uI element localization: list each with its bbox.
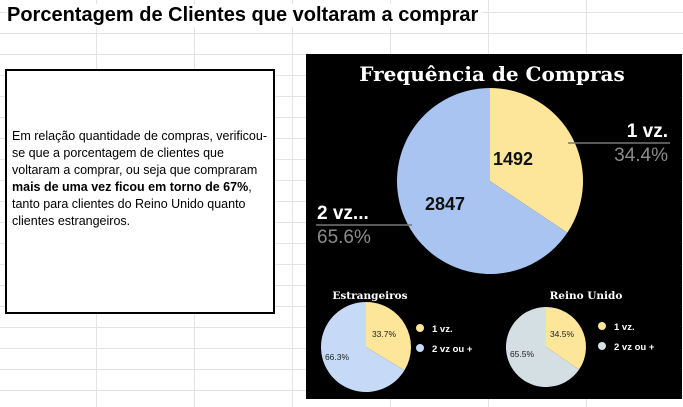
- charts-panel[interactable]: Frequência de Compras 1492 2847 1 vz. 34…: [306, 54, 682, 399]
- main-percent-2: 65.6%: [317, 227, 371, 248]
- foreign-percent-2: 66.3%: [325, 352, 350, 362]
- sheet-title: Porcentagem de Clientes que voltaram a c…: [7, 4, 483, 27]
- uk-legend-swatch-1: [598, 322, 606, 330]
- foreign-legend-2: 2 vz ou +: [432, 344, 473, 355]
- foreign-percent-1: 33.7%: [372, 329, 397, 339]
- foreign-legend-swatch-1: [416, 324, 424, 332]
- foreign-legend-1: 1 vz.: [432, 324, 453, 335]
- uk-legend-2: 2 vz ou +: [614, 342, 655, 353]
- main-slice-value-1: 1492: [493, 149, 533, 169]
- main-pie: [397, 88, 583, 274]
- foreign-slice-2: [321, 302, 405, 393]
- uk-slice-2: [506, 307, 580, 388]
- main-slice-value-2: 2847: [425, 194, 465, 214]
- uk-slice-1: [546, 307, 586, 370]
- foreign-legend-swatch-2: [416, 344, 424, 352]
- foreign-slice-1: [366, 302, 411, 371]
- uk-percent-2: 65.5%: [510, 349, 535, 359]
- main-label-2: 2 vz...: [317, 203, 369, 224]
- text-part-2: , tanto para clientes do Reino Unido qua…: [12, 180, 252, 228]
- uk-legend-1: 1 vz.: [614, 322, 635, 333]
- text-box-paragraph: Em relação quantidade de compras, verifi…: [12, 128, 274, 230]
- main-percent-1: 34.4%: [614, 145, 668, 166]
- text-box[interactable]: Em relação quantidade de compras, verifi…: [5, 69, 275, 314]
- main-label-1: 1 vz.: [627, 121, 668, 142]
- main-slice-1: [490, 88, 583, 233]
- uk-legend-swatch-2: [598, 342, 606, 350]
- foreign-pie: [321, 302, 411, 393]
- uk-pie: [506, 307, 586, 388]
- foreign-chart-title: Estrangeiros: [332, 290, 407, 302]
- main-chart-title: Frequência de Compras: [359, 62, 624, 86]
- charts-svg: Frequência de Compras 1492 2847 1 vz. 34…: [316, 62, 670, 393]
- uk-chart-title: Reino Unido: [550, 290, 623, 302]
- text-part-1: Em relação quantidade de compras, verifi…: [12, 129, 267, 177]
- main-slice-2: [397, 88, 568, 274]
- uk-percent-1: 34.5%: [550, 329, 575, 339]
- text-bold: mais de uma vez ficou em torno de 67%: [12, 180, 249, 194]
